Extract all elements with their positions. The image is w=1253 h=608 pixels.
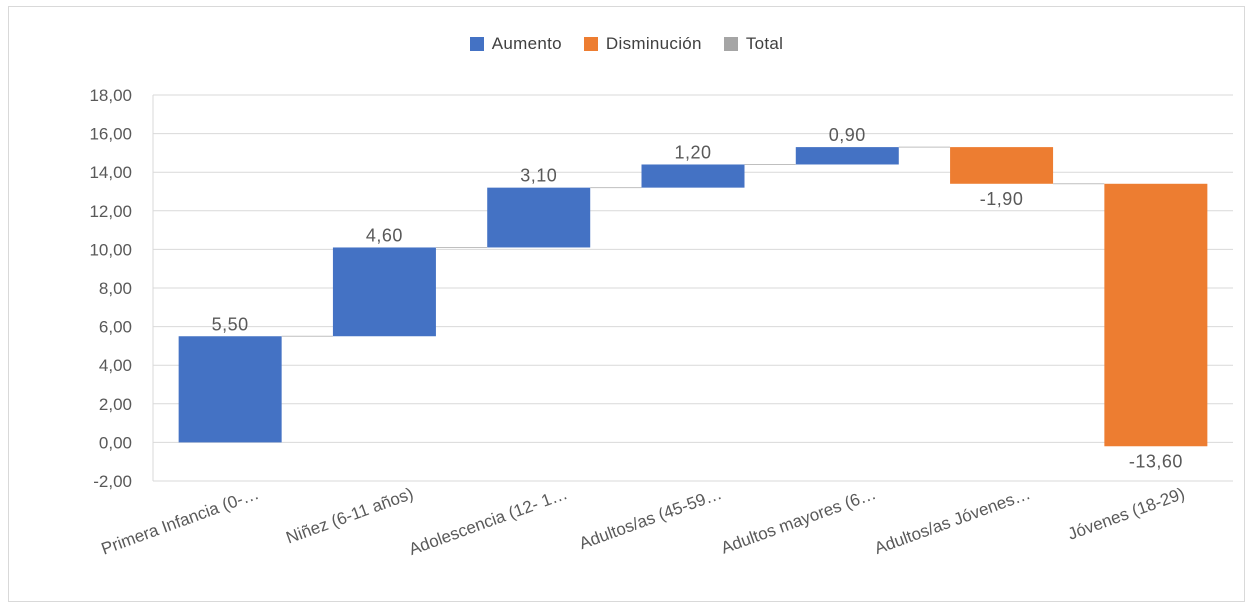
legend-swatch-increase bbox=[469, 37, 484, 51]
x-tick-label: Adultos/as Jóvenes… bbox=[872, 484, 1033, 558]
y-tick-label: -2,00 bbox=[93, 472, 132, 491]
x-tick-label: Adultos mayores (6… bbox=[719, 484, 879, 558]
y-tick-label: 12,00 bbox=[89, 202, 132, 221]
data-label: -1,90 bbox=[980, 189, 1024, 209]
y-tick-label: 2,00 bbox=[99, 395, 132, 414]
x-tick-label: Jóvenes (18-29) bbox=[1065, 484, 1187, 544]
data-label: 1,20 bbox=[674, 142, 711, 162]
y-tick-label: 4,00 bbox=[99, 356, 132, 375]
waterfall-bar bbox=[1104, 183, 1208, 447]
y-tick-label: 0,00 bbox=[99, 433, 132, 452]
y-tick-label: 8,00 bbox=[99, 279, 132, 298]
waterfall-bar bbox=[332, 247, 436, 337]
data-label: 4,60 bbox=[366, 225, 403, 245]
data-label: 3,10 bbox=[520, 166, 557, 186]
waterfall-bar bbox=[641, 164, 745, 188]
chart-frame bbox=[8, 6, 1245, 602]
x-tick-label: Primera Infancia (0-… bbox=[99, 484, 262, 559]
data-label: 0,90 bbox=[829, 125, 866, 145]
legend-item-increase: Aumento bbox=[469, 34, 562, 54]
waterfall-bar bbox=[178, 336, 282, 443]
legend-item-total: Total bbox=[723, 34, 784, 54]
waterfall-bar bbox=[487, 187, 591, 248]
chart-legend: Aumento Disminución Total bbox=[0, 34, 1253, 54]
legend-label-total: Total bbox=[745, 34, 784, 53]
legend-label-decrease: Disminución bbox=[605, 34, 702, 53]
waterfall-bar bbox=[795, 147, 899, 165]
y-tick-label: 14,00 bbox=[89, 163, 132, 182]
legend-label-increase: Aumento bbox=[491, 34, 562, 53]
y-tick-label: 6,00 bbox=[99, 318, 132, 337]
legend-swatch-decrease bbox=[583, 37, 598, 51]
x-tick-label: Adolescencia (12- 1… bbox=[406, 484, 570, 559]
y-tick-label: 16,00 bbox=[89, 125, 132, 144]
data-label: -13,60 bbox=[1129, 451, 1183, 471]
waterfall-bar bbox=[950, 147, 1054, 184]
x-tick-label: Adultos/as (45-59… bbox=[577, 484, 725, 553]
legend-swatch-total bbox=[723, 37, 738, 51]
x-tick-label: Niñez (6-11 años) bbox=[284, 484, 416, 548]
legend-item-decrease: Disminución bbox=[583, 34, 702, 54]
data-label: 5,50 bbox=[212, 314, 249, 334]
y-tick-label: 10,00 bbox=[89, 240, 132, 259]
y-tick-label: 18,00 bbox=[89, 86, 132, 105]
